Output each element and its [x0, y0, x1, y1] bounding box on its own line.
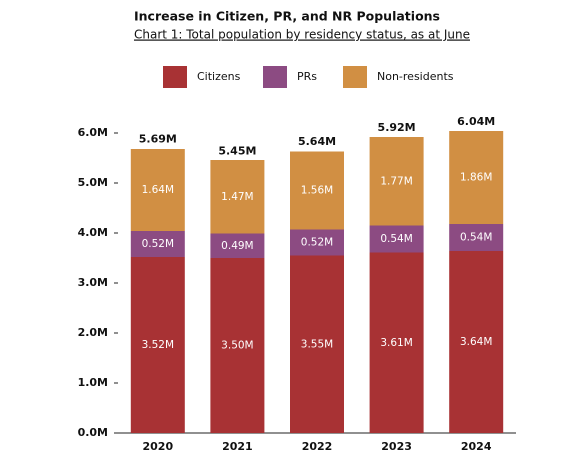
- legend-swatch: [163, 66, 187, 88]
- total-label: 5.45M: [218, 145, 256, 158]
- legend-label: PRs: [297, 70, 317, 83]
- y-tick-label: 3.0M: [78, 276, 108, 289]
- y-tick-label: 1.0M: [78, 376, 108, 389]
- bar-segment: [130, 257, 185, 433]
- x-tick-label: 2023: [381, 440, 412, 453]
- legend-swatch: [263, 66, 287, 88]
- bar-segment: [130, 149, 185, 231]
- legend-label: Non-residents: [377, 70, 454, 83]
- data-label: 3.52M: [142, 339, 174, 351]
- y-tick-label: 6.0M: [78, 126, 108, 139]
- bar-segment: [290, 255, 344, 433]
- legend-label: Citizens: [197, 70, 241, 83]
- data-label: 0.52M: [142, 238, 174, 250]
- data-label: 0.54M: [380, 233, 412, 245]
- bar-segment: [210, 233, 265, 258]
- data-label: 3.50M: [221, 340, 253, 352]
- x-tick-label: 2024: [461, 440, 492, 453]
- bar-segment: [369, 225, 424, 253]
- x-tick-label: 2022: [302, 440, 333, 453]
- data-label: 1.64M: [142, 184, 174, 196]
- bar-segment: [369, 252, 424, 433]
- y-tick-label: 0.0M: [78, 426, 108, 439]
- total-label: 5.92M: [378, 121, 416, 134]
- chart-subtitle: Chart 1: Total population by residency s…: [134, 28, 470, 42]
- total-label: 5.64M: [298, 135, 336, 148]
- y-tick-label: 4.0M: [78, 226, 108, 239]
- data-label: 1.47M: [221, 191, 253, 203]
- bar-segment: [290, 151, 344, 230]
- data-label: 0.52M: [301, 237, 333, 249]
- x-tick-label: 2020: [142, 440, 173, 453]
- bar-segment: [210, 258, 265, 433]
- legend-swatch: [343, 66, 367, 88]
- data-label: 3.64M: [460, 336, 492, 348]
- bar-segment: [210, 160, 265, 234]
- data-label: 1.56M: [301, 185, 333, 197]
- data-label: 0.54M: [460, 232, 492, 244]
- total-label: 5.69M: [139, 133, 177, 146]
- x-tick-label: 2021: [222, 440, 253, 453]
- bar-segment: [290, 229, 344, 256]
- data-label: 3.55M: [301, 338, 333, 350]
- bar-segment: [449, 224, 504, 251]
- data-label: 0.49M: [221, 240, 253, 252]
- bar-segment: [449, 131, 504, 224]
- bar-segment: [369, 137, 424, 226]
- total-label: 6.04M: [457, 115, 495, 128]
- data-label: 1.86M: [460, 172, 492, 184]
- y-tick-label: 2.0M: [78, 326, 108, 339]
- bar-segment: [449, 251, 504, 433]
- data-label: 3.61M: [380, 337, 412, 349]
- data-label: 1.77M: [380, 175, 412, 187]
- chart-title: Increase in Citizen, PR, and NR Populati…: [134, 9, 440, 24]
- bar-segment: [130, 231, 185, 257]
- y-tick-label: 5.0M: [78, 176, 108, 189]
